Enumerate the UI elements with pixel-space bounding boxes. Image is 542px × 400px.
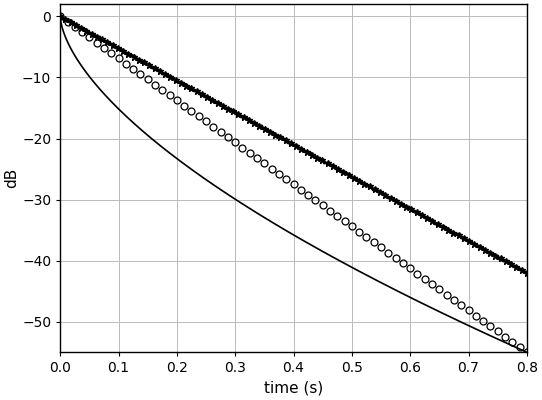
Y-axis label: dB: dB	[4, 168, 19, 188]
X-axis label: time (s): time (s)	[264, 381, 323, 396]
